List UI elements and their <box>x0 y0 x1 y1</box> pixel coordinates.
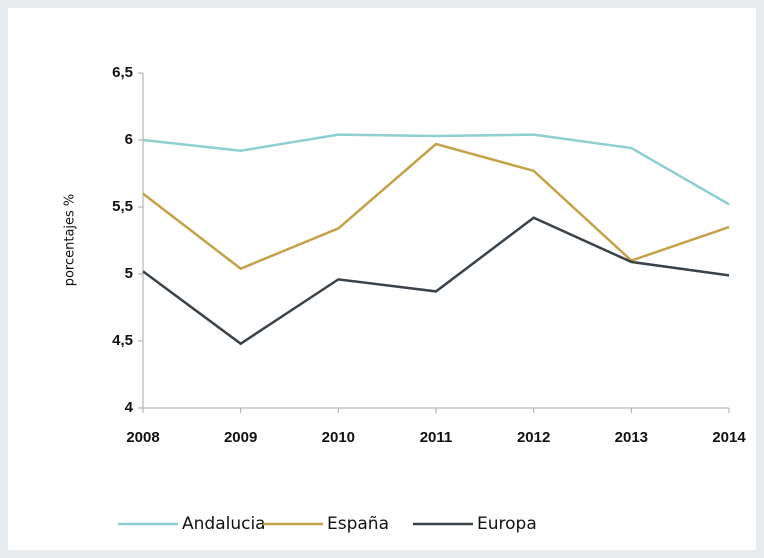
line <box>142 216 730 346</box>
x-tick-label: 2013 <box>615 429 648 446</box>
y-tick-label: 4 <box>125 399 134 416</box>
legend-label: Europa <box>477 514 537 534</box>
x-tick-label: 2009 <box>224 429 257 446</box>
y-axis-label: porcentajes % <box>63 194 78 287</box>
y-tick-label: 5 <box>125 265 133 282</box>
x-tick-label: 2014 <box>712 429 746 446</box>
x-tick-label: 2008 <box>126 429 159 446</box>
y-tick-label: 6 <box>125 131 133 148</box>
x-tick-label: 2010 <box>322 429 355 446</box>
x-tick-label: 2011 <box>420 429 453 446</box>
y-tick-label: 6,5 <box>112 64 133 81</box>
y-tick-label: 5,5 <box>112 198 133 215</box>
x-tick-label: 2012 <box>517 429 550 446</box>
y-tick-label: 4,5 <box>112 332 133 349</box>
legend-label: España <box>327 514 389 534</box>
line <box>142 133 730 206</box>
panel <box>8 8 756 550</box>
legend-label: Andalucia <box>182 514 266 534</box>
